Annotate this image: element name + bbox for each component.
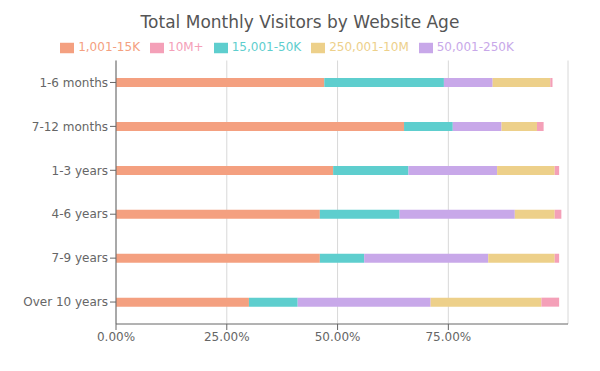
svg-text:4-6 years: 4-6 years: [52, 207, 108, 221]
html-text:250,001-10M: 250,001-10M: [329, 40, 409, 54]
html-text:15,001-50K: 15,001-50K: [231, 40, 302, 54]
html-text:10M+: 10M+: [168, 40, 204, 54]
svg-text:50.00%: 50.00%: [315, 330, 361, 344]
svg-text:1-6 months: 1-6 months: [39, 76, 108, 90]
svg-text:7-12 months: 7-12 months: [32, 120, 108, 134]
html-text:Total Monthly Visitors by Webs: Total Monthly Visitors by Website Age: [140, 12, 460, 32]
svg-text:75.00%: 75.00%: [425, 330, 471, 344]
svg-text:1-3 years: 1-3 years: [52, 164, 108, 178]
svg-text:25.00%: 25.00%: [204, 330, 250, 344]
svg-text:0.00%: 0.00%: [97, 330, 135, 344]
svg-text:7-9 years: 7-9 years: [52, 251, 108, 265]
html-text:1,001-15K: 1,001-15K: [78, 40, 140, 54]
svg-text:Over 10 years: Over 10 years: [23, 295, 108, 309]
html-text:50,001-250K: 50,001-250K: [436, 40, 514, 54]
